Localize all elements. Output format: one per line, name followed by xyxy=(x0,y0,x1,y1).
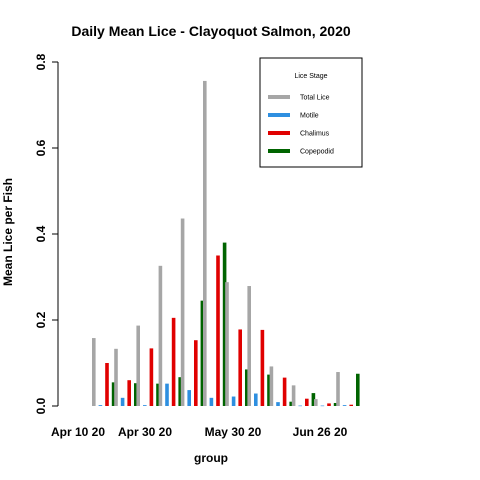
legend-title: Lice Stage xyxy=(294,73,327,80)
y-tick-label: 0.2 xyxy=(34,311,48,328)
legend: Lice Stage Total Lice Motile Chalimus Copep… xyxy=(259,57,363,168)
y-tick-label: 0.4 xyxy=(34,225,48,242)
x-tick-label: Apr 30 20 xyxy=(118,425,172,439)
bar-copepodid-10 xyxy=(333,402,338,406)
bar-total-lice-0 xyxy=(92,338,96,406)
bar-copepodid-7 xyxy=(267,374,271,406)
bar-motile-5 xyxy=(209,397,214,406)
chart-title: Daily Mean Lice - Clayoquot Salmon, 2020 xyxy=(71,23,351,39)
legend-label: Copepodid xyxy=(300,149,334,156)
bar-chalimus-3 xyxy=(171,317,176,406)
bar-total-lice-3 xyxy=(158,265,163,406)
bar-motile-1 xyxy=(120,397,125,406)
bar-total-lice-4 xyxy=(180,218,185,406)
bar-total-lice-5 xyxy=(203,80,207,407)
bar-total-lice-9 xyxy=(291,385,296,406)
bar-motile-11 xyxy=(342,405,347,406)
legend-box xyxy=(259,57,363,168)
bar-motile-3 xyxy=(165,383,169,406)
x-axis-ticks: Apr 10 20 Apr 30 20 May 30 20 Jun 26 20 xyxy=(51,425,348,439)
x-tick-label: May 30 20 xyxy=(205,425,262,439)
bar-motile-10 xyxy=(320,405,325,407)
bar-motile-4 xyxy=(187,390,191,406)
x-tick-label: Jun 26 20 xyxy=(293,425,348,439)
y-tick-label: 0.0 xyxy=(34,397,48,414)
legend-label: Total Lice xyxy=(300,95,330,102)
bar-chalimus-5 xyxy=(216,255,220,406)
bar-chalimus-8 xyxy=(282,377,287,406)
bar-motile-6 xyxy=(231,396,236,406)
bar-motile-2 xyxy=(143,405,147,406)
bar-copepodid-1 xyxy=(134,383,138,406)
bar-copepodid-6 xyxy=(245,369,249,406)
bar-copepodid-11 xyxy=(356,373,360,406)
bar-chalimus-1 xyxy=(127,380,131,406)
legend-label: Chalimus xyxy=(300,131,330,138)
bar-chalimus-10 xyxy=(327,403,331,406)
bar-copepodid-4 xyxy=(200,300,205,406)
bar-chalimus-6 xyxy=(238,329,242,406)
bar-total-lice-6 xyxy=(225,282,229,406)
bar-total-lice-7 xyxy=(247,286,251,406)
y-axis: 0.0 0.2 0.4 0.6 0.8 xyxy=(34,53,59,414)
bar-motile-7 xyxy=(254,393,258,406)
y-tick-label: 0.8 xyxy=(34,53,48,70)
bars xyxy=(92,80,360,407)
bar-chalimus-11 xyxy=(349,404,353,406)
legend-items: Total Lice Motile Chalimus Copepodid xyxy=(268,95,334,156)
bar-chalimus-2 xyxy=(149,348,154,406)
bar-chalimus-9 xyxy=(305,398,309,406)
x-tick-label: Apr 10 20 xyxy=(51,425,105,439)
bar-total-lice-8 xyxy=(269,366,274,406)
bar-copepodid-9 xyxy=(311,393,316,406)
bar-total-lice-1 xyxy=(114,348,118,406)
bar-motile-0 xyxy=(98,405,103,406)
bar-total-lice-10 xyxy=(314,399,318,406)
legend-label: Motile xyxy=(300,113,319,120)
bar-copepodid-0 xyxy=(111,382,116,406)
bar-copepodid-3 xyxy=(178,377,182,406)
y-axis-label: Mean Lice per Fish xyxy=(1,178,15,286)
bar-motile-9 xyxy=(298,405,302,407)
bar-motile-8 xyxy=(276,402,280,406)
bar-copepodid-5 xyxy=(222,242,227,406)
bar-total-lice-11 xyxy=(336,372,340,406)
x-axis-label: group xyxy=(194,451,228,465)
bar-copepodid-2 xyxy=(156,383,160,406)
bar-copepodid-8 xyxy=(289,401,293,406)
bar-total-lice-2 xyxy=(136,325,140,406)
bar-chalimus-7 xyxy=(260,329,265,406)
bar-chalimus-0 xyxy=(105,363,109,406)
bar-chalimus-4 xyxy=(194,340,198,406)
y-tick-label: 0.6 xyxy=(34,139,48,156)
